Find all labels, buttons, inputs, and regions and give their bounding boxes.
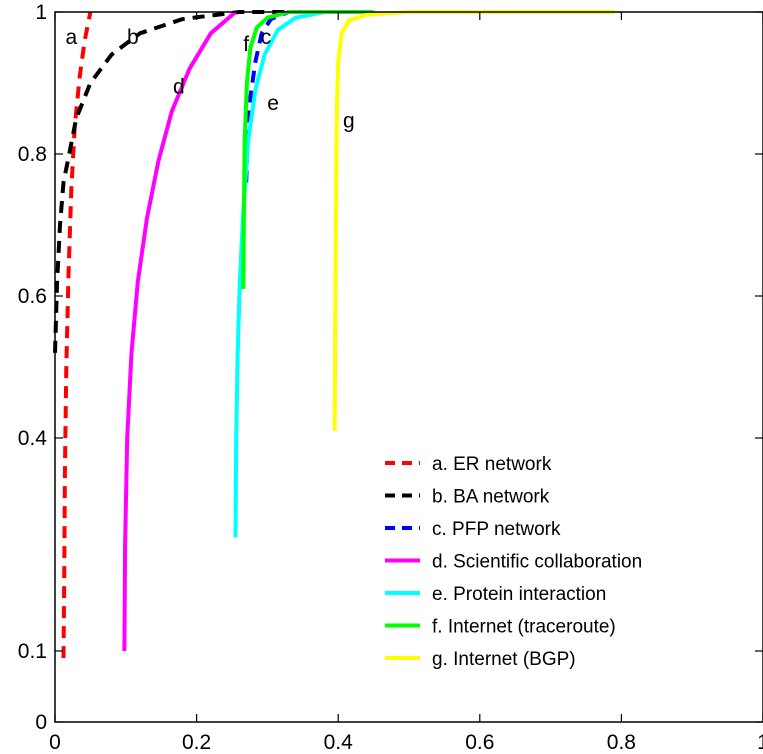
series-line-g bbox=[332, 10, 615, 431]
plot-area bbox=[55, 12, 763, 722]
curve-label-g: g bbox=[343, 110, 355, 133]
legend-entry-f: f. Internet (traceroute) bbox=[432, 617, 616, 638]
curve-label-a: a bbox=[65, 26, 77, 49]
series-layer bbox=[53, 10, 615, 659]
curve-label-d: d bbox=[173, 76, 185, 99]
y-tick-label: 0.1 bbox=[18, 640, 47, 663]
legend-entry-b: b. BA network bbox=[432, 487, 550, 508]
x-tick-label: 0.8 bbox=[607, 731, 636, 754]
curve-label-layer: a b c d e f g bbox=[65, 26, 354, 133]
x-tick-label: 0.6 bbox=[465, 731, 494, 754]
y-tick-label: 0.6 bbox=[18, 285, 47, 308]
y-tick-label: 1 bbox=[35, 1, 47, 24]
curve-label-b: b bbox=[127, 26, 139, 49]
curve-label-e: e bbox=[267, 92, 279, 115]
series-line-a bbox=[61, 11, 93, 659]
y-tick-label: 0 bbox=[35, 711, 47, 734]
legend: a. ER network b. BA network c. PFP network… bbox=[385, 454, 642, 670]
curve-label-c: c bbox=[261, 26, 272, 49]
legend-entry-a: a. ER network bbox=[432, 454, 552, 475]
x-tick-label: 1 bbox=[757, 731, 763, 754]
x-tick-label: 0.2 bbox=[182, 731, 211, 754]
tick-layer: 0 0.2 0.4 0.6 0.8 1 0 0.1 0.4 0.6 0.8 1 bbox=[18, 1, 763, 754]
series-line-f bbox=[241, 10, 374, 289]
x-tick-label: 0 bbox=[49, 731, 61, 754]
axes-frame bbox=[54, 11, 763, 723]
legend-entry-g: g. Internet (BGP) bbox=[432, 649, 576, 670]
legend-entry-c: c. PFP network bbox=[432, 519, 561, 540]
axes-layer bbox=[54, 11, 763, 723]
y-tick-label: 0.4 bbox=[18, 427, 48, 450]
curve-label-f: f bbox=[243, 33, 249, 56]
y-tick-label: 0.8 bbox=[18, 143, 47, 166]
series-line-e bbox=[233, 10, 374, 538]
series-line-d bbox=[122, 10, 237, 652]
legend-entry-e: e. Protein interaction bbox=[432, 584, 606, 605]
legend-entry-d: d. Scientific collaboration bbox=[432, 552, 642, 573]
x-tick-label: 0.4 bbox=[324, 731, 354, 754]
